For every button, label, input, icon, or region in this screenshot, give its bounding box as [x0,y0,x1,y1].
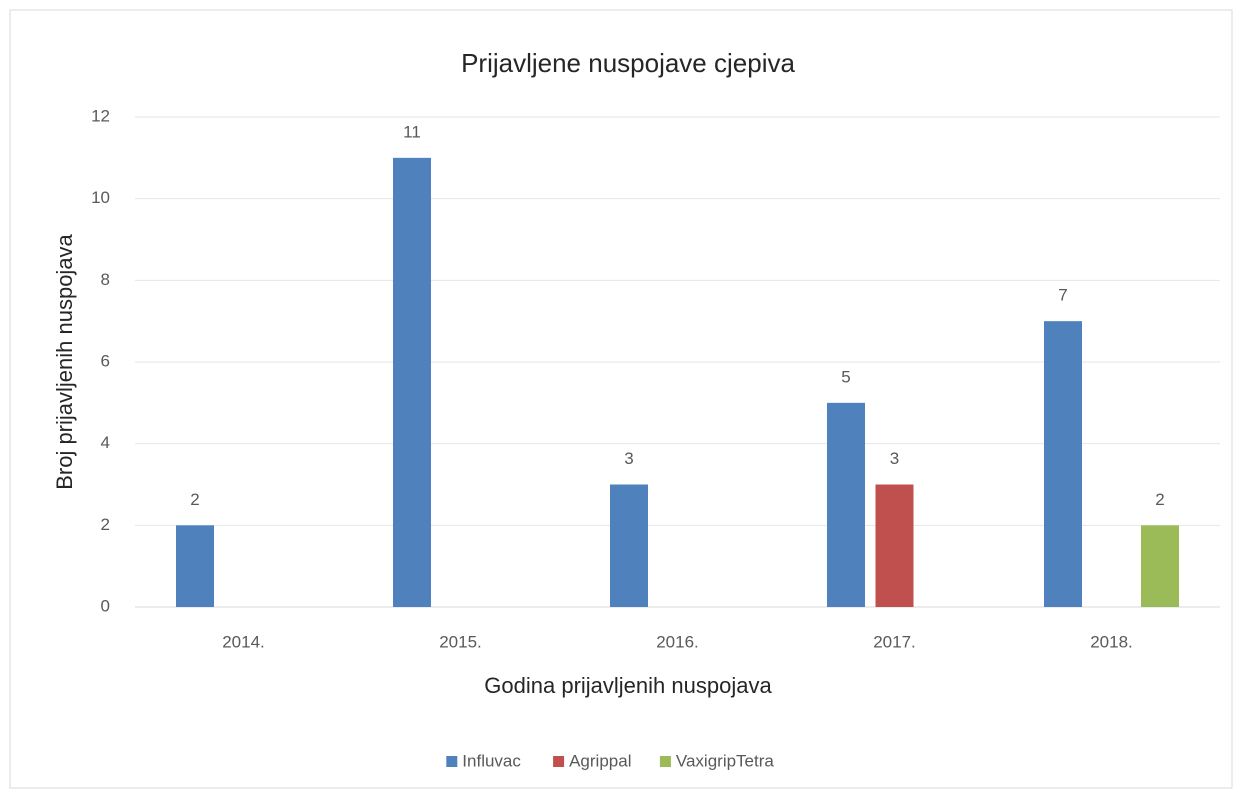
bar [875,484,914,607]
bar [1044,321,1082,607]
legend-swatch [553,756,565,767]
x-tick-label: 2018. [1090,632,1133,651]
bar [827,402,865,607]
y-tick-label: 10 [91,188,110,207]
chart-frame [9,9,1233,789]
legend-swatch [659,756,671,767]
bar [176,525,214,607]
legend-label: Influvac [462,751,521,770]
data-label: 7 [1058,286,1067,305]
x-axis-title: Godina prijavljenih nuspojava [484,673,772,698]
y-tick-label: 0 [101,596,110,615]
legend-label: Agrippal [569,751,631,770]
legend-label: VaxigripTetra [676,751,774,770]
y-tick-label: 12 [91,106,110,125]
chart-title: Prijavljene nuspojave cjepiva [461,48,795,78]
data-label: 3 [624,449,633,468]
y-tick-label: 6 [101,351,110,370]
y-tick-label: 8 [101,270,110,289]
data-label: 2 [1155,490,1164,509]
x-tick-label: 2017. [873,632,916,651]
legend-swatch [446,756,458,767]
x-tick-label: 2014. [222,632,265,651]
y-tick-label: 4 [101,433,110,452]
data-label: 2 [190,490,199,509]
bar [393,157,431,608]
bar [610,484,648,607]
y-tick-label: 2 [101,515,110,534]
x-tick-label: 2016. [656,632,699,651]
y-axis-title: Broj prijavljenih nuspojava [52,233,77,489]
data-label: 5 [841,367,850,386]
x-tick-label: 2015. [439,632,482,651]
bar [1141,525,1179,607]
data-label: 11 [403,122,421,141]
data-label: 3 [890,449,899,468]
